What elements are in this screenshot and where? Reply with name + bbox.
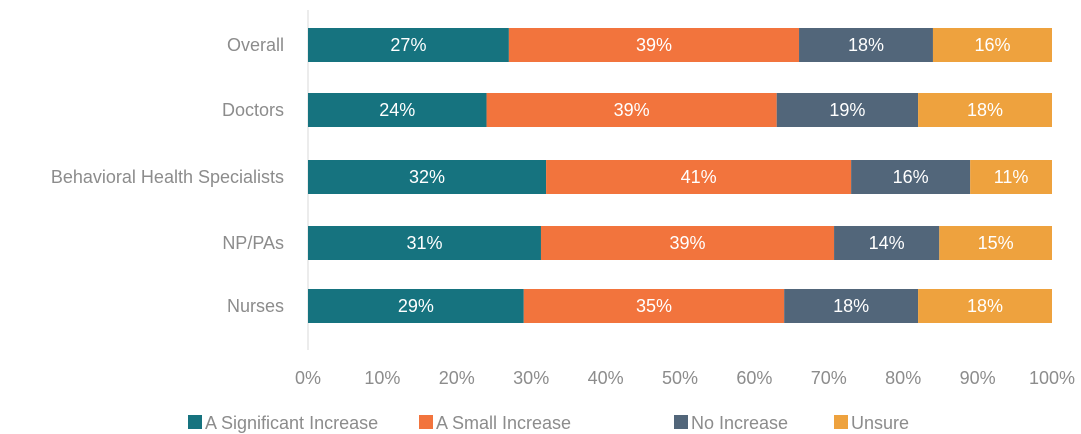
bar-behavioral-health-specialists-a-significant-increase — [308, 160, 547, 194]
bar-np-pas-unsure — [939, 226, 1052, 260]
data-label-nurses-unsure: 18% — [967, 296, 1003, 316]
category-label-nurses: Nurses — [227, 296, 284, 316]
data-label-doctors-no-increase: 19% — [829, 100, 865, 120]
x-tick-label: 10% — [364, 368, 400, 388]
data-label-overall-no-increase: 18% — [848, 35, 884, 55]
bar-overall-a-significant-increase — [308, 28, 509, 62]
bar-np-pas-a-small-increase — [540, 226, 835, 260]
data-label-nurses-no-increase: 18% — [833, 296, 869, 316]
bars-layer: 27% 39% 18% 16% 24% 39% 19% 18% 32% 41% 16% 11% 31% 3… — [308, 28, 1052, 323]
bar-nurses-a-small-increase — [523, 289, 785, 323]
bar-nurses-unsure — [918, 289, 1052, 323]
x-tick-label: 70% — [811, 368, 847, 388]
category-labels: Overall Doctors Behavioral Health Speciali… — [51, 35, 284, 316]
category-label-behavioral-health-specialists: Behavioral Health Specialists — [51, 167, 284, 187]
x-tick-label: 40% — [588, 368, 624, 388]
bar-behavioral-health-specialists-no-increase — [851, 160, 971, 194]
data-label-behavioral-health-specialists-unsure: 11% — [994, 167, 1029, 187]
legend-swatch-a-small-increase — [419, 415, 433, 429]
data-label-nurses-a-small-increase: 35% — [636, 296, 672, 316]
legend-swatch-no-increase — [674, 415, 688, 429]
category-label-doctors: Doctors — [222, 100, 284, 120]
data-label-np-pas-no-increase: 14% — [869, 233, 905, 253]
data-label-overall-a-significant-increase: 27% — [390, 35, 426, 55]
bar-behavioral-health-specialists-unsure — [970, 160, 1052, 194]
data-label-overall-unsure: 16% — [974, 35, 1010, 55]
x-tick-label: 50% — [662, 368, 698, 388]
bar-nurses-a-significant-increase — [308, 289, 524, 323]
category-label-overall: Overall — [227, 35, 284, 55]
data-label-np-pas-unsure: 15% — [978, 233, 1014, 253]
legend-swatch-a-significant-increase — [188, 415, 202, 429]
data-label-doctors-a-small-increase: 39% — [614, 100, 650, 120]
legend: A Significant Increase A Small Increase No… — [188, 413, 909, 433]
data-label-behavioral-health-specialists-no-increase: 16% — [893, 167, 929, 187]
data-label-np-pas-a-small-increase: 39% — [669, 233, 705, 253]
legend-swatch-unsure — [834, 415, 848, 429]
x-tick-label: 60% — [736, 368, 772, 388]
x-tick-label: 0% — [295, 368, 321, 388]
data-label-nurses-a-significant-increase: 29% — [398, 296, 434, 316]
x-tick-label: 100% — [1029, 368, 1075, 388]
x-tick-label: 80% — [885, 368, 921, 388]
x-axis-ticks: 0% 10% 20% 30% 40% 50% 60% 70% 80% 90% 100% — [295, 368, 1075, 388]
data-label-overall-a-small-increase: 39% — [636, 35, 672, 55]
bar-doctors-no-increase — [776, 93, 919, 127]
bar-np-pas-a-significant-increase — [308, 226, 541, 260]
bar-overall-unsure — [932, 28, 1052, 62]
bar-doctors-a-small-increase — [486, 93, 777, 127]
legend-label-a-small-increase: A Small Increase — [436, 413, 571, 433]
x-tick-label: 20% — [439, 368, 475, 388]
x-tick-label: 90% — [960, 368, 996, 388]
category-label-np-pas: NP/PAs — [222, 233, 284, 253]
x-tick-label: 30% — [513, 368, 549, 388]
legend-label-no-increase: No Increase — [691, 413, 788, 433]
bar-np-pas-no-increase — [834, 226, 940, 260]
legend-label-unsure: Unsure — [851, 413, 909, 433]
bar-doctors-unsure — [918, 93, 1052, 127]
data-label-doctors-a-significant-increase: 24% — [379, 100, 415, 120]
bar-overall-a-small-increase — [508, 28, 800, 62]
legend-label-a-significant-increase: A Significant Increase — [205, 413, 378, 433]
bar-nurses-no-increase — [784, 289, 919, 323]
bar-behavioral-health-specialists-a-small-increase — [546, 160, 852, 194]
bar-doctors-a-significant-increase — [308, 93, 487, 127]
data-label-np-pas-a-significant-increase: 31% — [406, 233, 442, 253]
data-label-behavioral-health-specialists-a-small-increase: 41% — [681, 167, 717, 187]
data-label-doctors-unsure: 18% — [967, 100, 1003, 120]
data-label-behavioral-health-specialists-a-significant-increase: 32% — [409, 167, 445, 187]
bar-overall-no-increase — [799, 28, 933, 62]
